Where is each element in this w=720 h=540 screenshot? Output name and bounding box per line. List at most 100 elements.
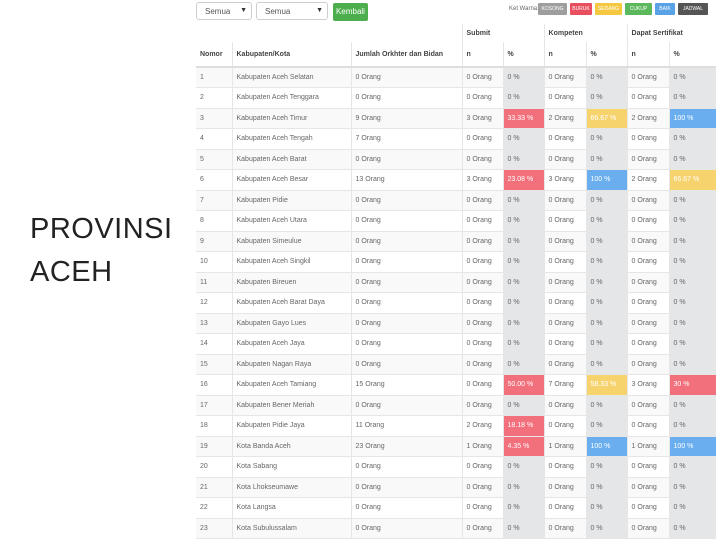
row-kompeten-pct: 58.33 % — [585, 374, 628, 396]
row-jumlah: 0 Orang — [350, 518, 462, 539]
row-kabupaten: Kabupaten Bener Meriah — [231, 395, 351, 416]
row-jumlah: 0 Orang — [350, 149, 462, 170]
header-kompeten: Kompeten — [543, 24, 628, 42]
row-kompeten-n: 0 Orang — [543, 67, 587, 88]
row-sertifikat-pct: 0 % — [668, 128, 717, 150]
row-sertifikat-pct: 0 % — [668, 190, 717, 211]
header-submit-pct: % — [502, 42, 545, 68]
row-submit-pct: 0 % — [502, 251, 545, 273]
table-row: 17 Kabupaten Bener Meriah 0 Orang 0 Orang 0 … — [196, 395, 717, 416]
row-kompeten-pct: 0 % — [585, 210, 628, 232]
row-sertifikat-pct: 0 % — [668, 67, 717, 88]
row-number: 8 — [196, 210, 232, 232]
row-sertifikat-n: 2 Orang — [626, 169, 670, 191]
legend-baik: BAIK — [655, 3, 675, 15]
header-sertifikat: Dapat Sertifikat — [626, 24, 717, 42]
row-submit-n: 0 Orang — [461, 251, 503, 273]
row-submit-n: 0 Orang — [461, 67, 503, 88]
row-submit-n: 0 Orang — [461, 190, 503, 211]
row-kompeten-n: 0 Orang — [543, 128, 587, 150]
row-sertifikat-pct: 0 % — [668, 497, 717, 519]
row-kompeten-pct: 100 % — [585, 169, 628, 191]
row-number: 15 — [196, 354, 232, 375]
row-kompeten-n: 0 Orang — [543, 251, 587, 273]
row-kabupaten: Kabupaten Aceh Barat — [231, 149, 351, 170]
row-kabupaten: Kota Lhokseumawe — [231, 477, 351, 498]
row-submit-pct: 0 % — [502, 313, 545, 334]
row-kabupaten: Kabupaten Pidie — [231, 190, 351, 211]
row-submit-pct: 50.00 % — [502, 374, 545, 396]
row-sertifikat-pct: 30 % — [668, 374, 717, 396]
row-number: 17 — [196, 395, 232, 416]
header-submit: Submit — [461, 24, 545, 42]
row-number: 19 — [196, 436, 232, 457]
row-sertifikat-n: 0 Orang — [626, 149, 670, 170]
row-submit-n: 0 Orang — [461, 231, 503, 252]
row-number: 13 — [196, 313, 232, 334]
row-sertifikat-pct: 100 % — [668, 108, 717, 129]
row-submit-n: 0 Orang — [461, 210, 503, 232]
table-row: 14 Kabupaten Aceh Jaya 0 Orang 0 Orang 0 % 0 … — [196, 333, 717, 355]
row-sertifikat-pct: 0 % — [668, 415, 717, 437]
row-submit-n: 0 Orang — [461, 456, 503, 478]
row-sertifikat-n: 0 Orang — [626, 190, 670, 211]
legend-sedang: SEDANG — [595, 3, 622, 15]
table-row: 2 Kabupaten Aceh Tenggara 0 Orang 0 Orang 0 … — [196, 87, 717, 109]
row-submit-pct: 0 % — [502, 210, 545, 232]
row-jumlah: 0 Orang — [350, 292, 462, 314]
table-row: 20 Kota Sabang 0 Orang 0 Orang 0 % 0 Orang 0 %… — [196, 456, 717, 478]
row-number: 7 — [196, 190, 232, 211]
row-kompeten-pct: 0 % — [585, 149, 628, 170]
table-row: 7 Kabupaten Pidie 0 Orang 0 Orang 0 % 0 Orang… — [196, 190, 717, 211]
row-sertifikat-pct: 100 % — [668, 436, 717, 457]
province-title: PROVINSI ACEH — [30, 208, 173, 294]
row-submit-pct: 0 % — [502, 395, 545, 416]
row-kabupaten: Kabupaten Aceh Utara — [231, 210, 351, 232]
row-submit-pct: 0 % — [502, 190, 545, 211]
row-submit-pct: 0 % — [502, 272, 545, 293]
row-jumlah: 11 Orang — [350, 415, 462, 437]
row-kabupaten: Kabupaten Nagan Raya — [231, 354, 351, 375]
row-submit-pct: 33.33 % — [502, 108, 545, 129]
row-submit-n: 3 Orang — [461, 169, 503, 191]
row-number: 2 — [196, 87, 232, 109]
table-row: 23 Kota Subulussalam 0 Orang 0 Orang 0 % 0 Or… — [196, 518, 717, 539]
filter-select-2[interactable]: Semua ▼ — [256, 2, 328, 20]
row-kompeten-pct: 0 % — [585, 313, 628, 334]
back-button[interactable]: Kembali — [333, 3, 368, 21]
table-row: 11 Kabupaten Bireuen 0 Orang 0 Orang 0 % 0 Or… — [196, 272, 717, 293]
row-submit-n: 3 Orang — [461, 108, 503, 129]
province-title-line-2: ACEH — [30, 256, 113, 288]
row-sertifikat-n: 0 Orang — [626, 210, 670, 232]
row-kompeten-pct: 0 % — [585, 251, 628, 273]
row-sertifikat-pct: 0 % — [668, 231, 717, 252]
table-row: 5 Kabupaten Aceh Barat 0 Orang 0 Orang 0 % 0 … — [196, 149, 717, 170]
row-sertifikat-pct: 0 % — [668, 313, 717, 334]
filter-select-1[interactable]: Semua ▼ — [196, 2, 252, 20]
row-sertifikat-n: 0 Orang — [626, 354, 670, 375]
row-kompeten-pct: 0 % — [585, 128, 628, 150]
table-row: 3 Kabupaten Aceh Timur 9 Orang 3 Orang 33.33… — [196, 108, 717, 129]
row-kabupaten: Kota Langsa — [231, 497, 351, 519]
row-submit-pct: 0 % — [502, 477, 545, 498]
row-submit-pct: 0 % — [502, 456, 545, 478]
row-submit-pct: 4.35 % — [502, 436, 545, 457]
row-submit-n: 1 Orang — [461, 436, 503, 457]
row-sertifikat-n: 0 Orang — [626, 415, 670, 437]
row-kabupaten: Kabupaten Aceh Besar — [231, 169, 351, 191]
legend-jadwal: JADWAL — [678, 3, 708, 15]
row-submit-pct: 0 % — [502, 149, 545, 170]
header-kabupaten: Kabupaten/Kota — [231, 42, 351, 68]
row-kompeten-n: 0 Orang — [543, 292, 587, 314]
row-jumlah: 0 Orang — [350, 313, 462, 334]
row-number: 20 — [196, 456, 232, 478]
row-sertifikat-n: 1 Orang — [626, 436, 670, 457]
row-sertifikat-n: 0 Orang — [626, 333, 670, 355]
row-number: 5 — [196, 149, 232, 170]
row-kompeten-pct: 66.67 % — [585, 108, 628, 129]
row-sertifikat-n: 0 Orang — [626, 272, 670, 293]
row-kompeten-n: 1 Orang — [543, 436, 587, 457]
row-submit-n: 0 Orang — [461, 374, 503, 396]
row-number: 10 — [196, 251, 232, 273]
row-kompeten-n: 0 Orang — [543, 477, 587, 498]
